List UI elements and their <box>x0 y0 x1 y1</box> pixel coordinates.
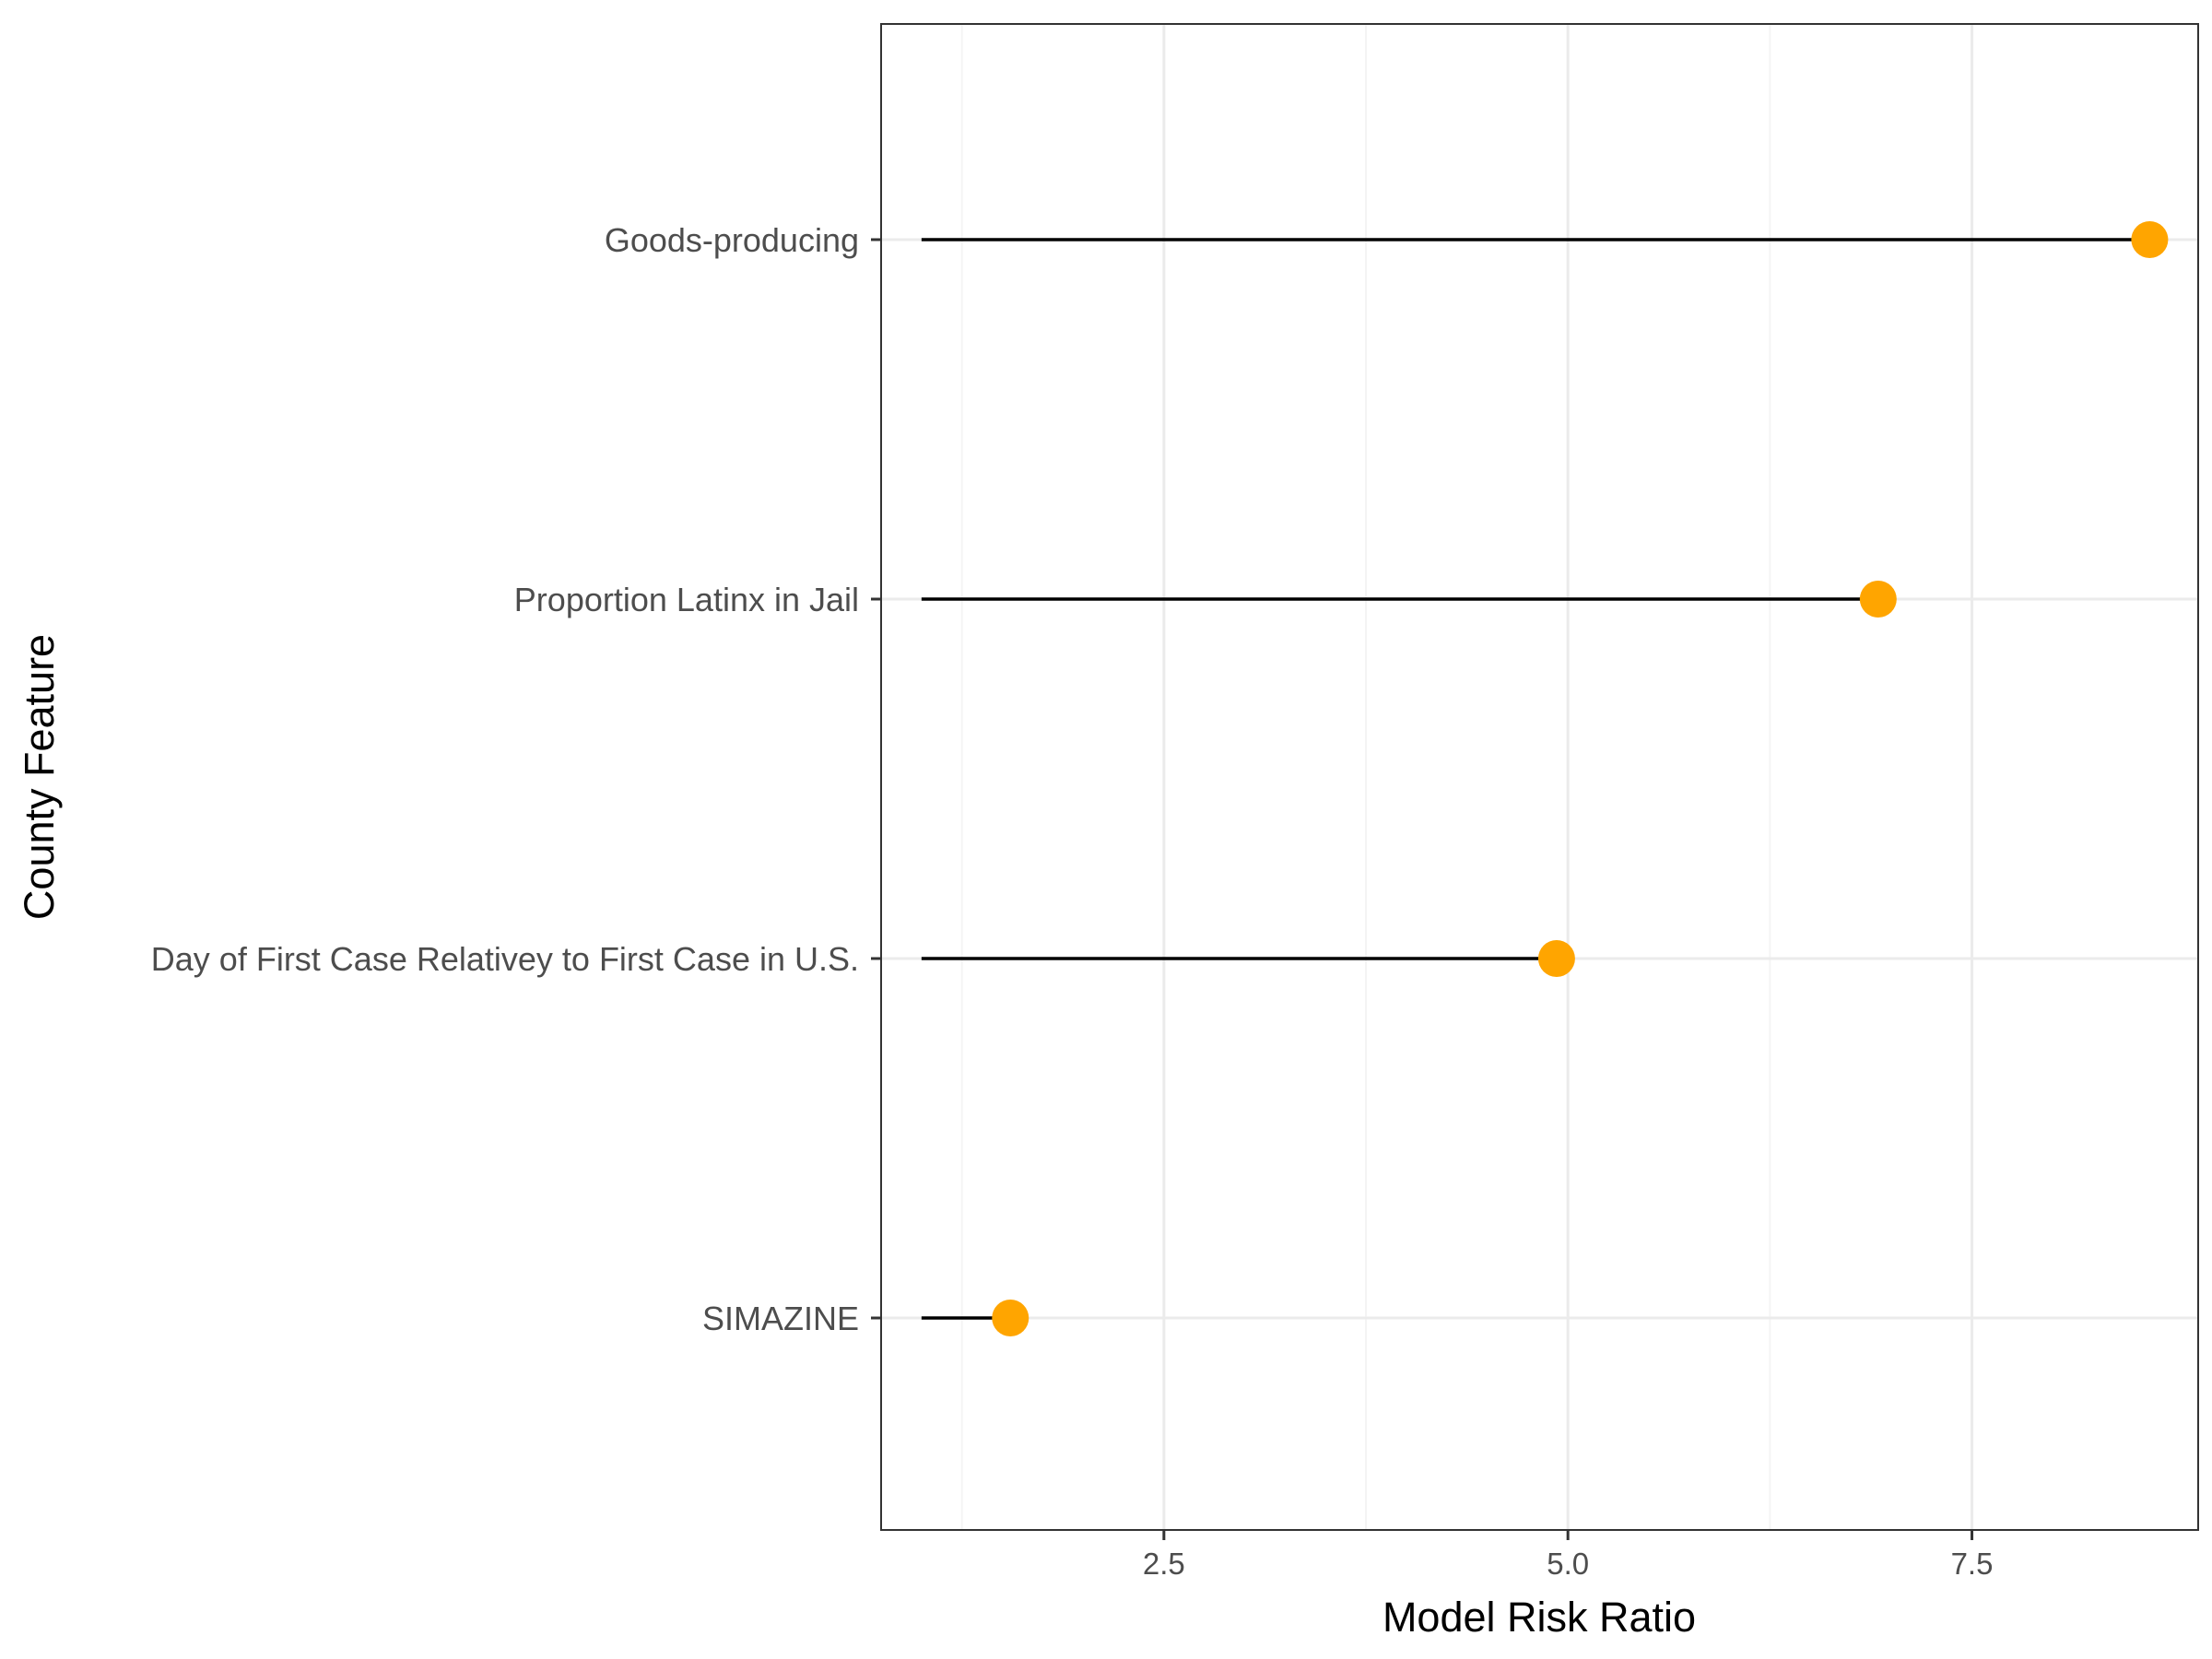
y-tick-label: SIMAZINE <box>702 1300 859 1337</box>
lollipop-point <box>1859 581 1897 618</box>
x-tick-label: 2.5 <box>1143 1547 1185 1581</box>
y-axis-title: County Feature <box>16 634 63 920</box>
stems <box>921 238 2150 1320</box>
y-tick-label: Proportion Latinx in Jail <box>514 581 859 618</box>
y-tick-label: Goods-producing <box>605 221 859 259</box>
x-axis: 2.5 5.0 7.5 <box>1143 1530 1994 1581</box>
x-axis-title: Model Risk Ratio <box>1382 1594 1696 1641</box>
panel-border <box>880 23 2199 1531</box>
y-axis: Goods-producing Proportion Latinx in Jail… <box>151 221 881 1337</box>
lollipop-point <box>1537 940 1575 977</box>
points <box>992 221 2169 1336</box>
lollipop-point <box>992 1300 1030 1336</box>
gridlines <box>881 24 2198 1530</box>
lollipop-point <box>2131 221 2169 258</box>
x-tick-label: 5.0 <box>1547 1547 1589 1581</box>
x-tick-label: 7.5 <box>1951 1547 1994 1581</box>
y-tick-label: Day of First Case Relativey to First Cas… <box>151 940 859 978</box>
